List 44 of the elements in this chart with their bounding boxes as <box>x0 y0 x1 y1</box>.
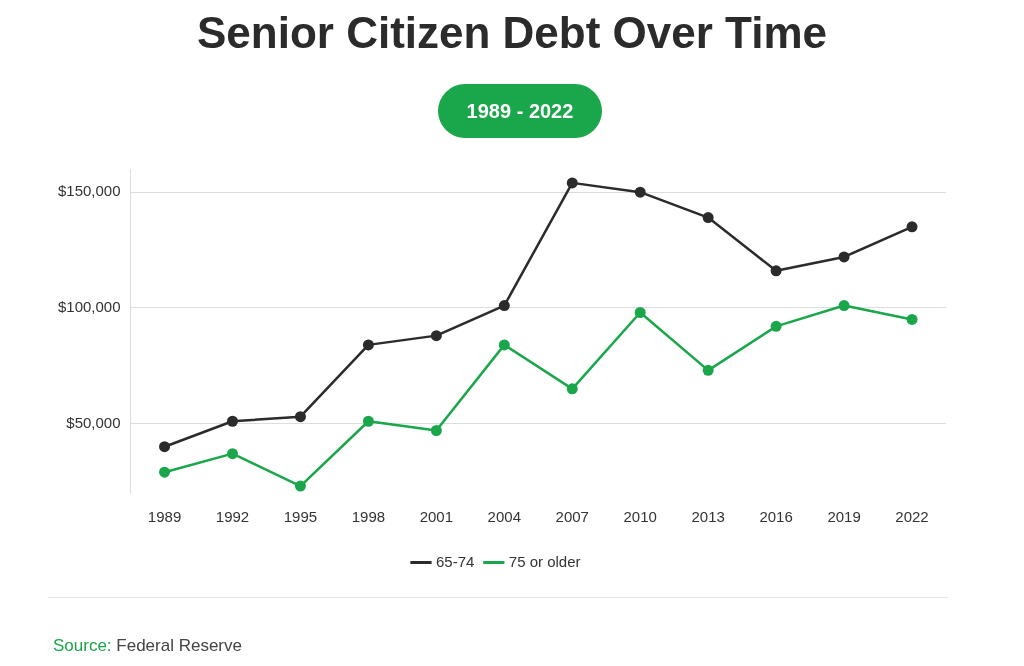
point <box>430 330 442 342</box>
point <box>770 320 782 332</box>
legend-label: 65-74 <box>435 552 475 570</box>
point <box>430 425 442 437</box>
x-tick-label: 2010 <box>623 508 657 526</box>
point <box>906 221 918 233</box>
x-tick-label: 2007 <box>555 508 589 526</box>
x-tick-label: 1989 <box>147 508 182 526</box>
source-note: Source: Federal Reserve <box>53 636 242 656</box>
x-tick-label: 1992 <box>215 508 250 526</box>
point <box>362 415 374 427</box>
point <box>770 265 782 277</box>
legend-label: 75 or older <box>508 552 581 570</box>
y-tick-label: $50,000 <box>66 413 121 431</box>
x-tick-label: 2022 <box>895 508 929 526</box>
point <box>226 415 238 427</box>
point <box>362 339 374 351</box>
y-tick-label: $150,000 <box>57 182 121 200</box>
point <box>838 300 850 312</box>
point <box>226 448 238 460</box>
x-tick-label: 2004 <box>487 508 521 526</box>
point <box>634 306 646 318</box>
point <box>702 364 714 376</box>
chart-title: Senior Citizen Debt Over Time <box>196 8 828 58</box>
point <box>294 411 306 423</box>
point <box>498 300 510 312</box>
point <box>566 383 578 395</box>
point <box>159 441 171 453</box>
y-tick-label: $100,000 <box>57 298 121 315</box>
x-tick-label: 2013 <box>691 508 725 526</box>
x-tick-label: 2019 <box>827 508 861 526</box>
point <box>634 186 646 198</box>
x-tick-label: 1998 <box>351 508 386 526</box>
point <box>159 466 171 478</box>
point <box>498 339 510 351</box>
point <box>566 177 578 189</box>
x-tick-label: 2001 <box>419 508 454 526</box>
point <box>906 313 918 325</box>
x-tick-label: 2016 <box>759 508 793 526</box>
chart-subtitle: 1989 - 2022 <box>438 84 602 138</box>
point <box>294 480 306 492</box>
point <box>838 251 850 263</box>
point <box>702 212 714 224</box>
x-tick-label: 1995 <box>283 508 318 526</box>
